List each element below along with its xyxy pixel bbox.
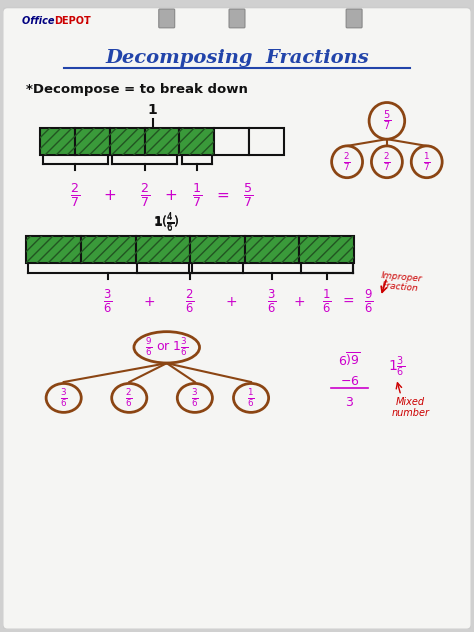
Bar xyxy=(136,236,190,263)
Text: $1\frac{3}{6}$: $1\frac{3}{6}$ xyxy=(388,355,405,379)
Bar xyxy=(180,128,214,155)
Bar xyxy=(300,236,354,263)
Text: $\mathbf{1}(\frac{4}{6})$: $\mathbf{1}(\frac{4}{6})$ xyxy=(154,212,180,234)
Text: =: = xyxy=(216,188,229,203)
Bar xyxy=(245,236,300,263)
Ellipse shape xyxy=(177,384,212,412)
Bar xyxy=(136,236,190,263)
Circle shape xyxy=(332,146,363,178)
FancyBboxPatch shape xyxy=(346,9,362,28)
Text: $\frac{2}{7}$: $\frac{2}{7}$ xyxy=(70,181,80,209)
Text: .: . xyxy=(85,16,89,27)
Bar xyxy=(75,128,110,155)
Text: Office: Office xyxy=(21,16,57,27)
Text: 1: 1 xyxy=(148,102,157,117)
Text: +: + xyxy=(225,295,237,308)
Text: Improper
Fraction: Improper Fraction xyxy=(380,270,422,294)
Text: +: + xyxy=(164,188,177,203)
Text: Decomposing  Fractions: Decomposing Fractions xyxy=(105,49,369,67)
Bar xyxy=(40,128,75,155)
Ellipse shape xyxy=(46,384,81,412)
Text: Mixed
number: Mixed number xyxy=(392,397,429,418)
Text: $\frac{2}{7}$: $\frac{2}{7}$ xyxy=(343,151,351,173)
Text: $\frac{1}{6}$: $\frac{1}{6}$ xyxy=(247,387,255,409)
Bar xyxy=(180,128,214,155)
Text: $\frac{5}{7}$: $\frac{5}{7}$ xyxy=(383,109,391,133)
Circle shape xyxy=(369,102,405,139)
Text: $6\overline{)9}$: $6\overline{)9}$ xyxy=(338,351,361,368)
Text: $\mathbf{1}$$(\frac{4}{6})$: $\mathbf{1}$$(\frac{4}{6})$ xyxy=(154,211,180,233)
Text: +: + xyxy=(103,188,116,203)
Text: $3$: $3$ xyxy=(345,396,354,410)
Text: $\frac{9}{6}$: $\frac{9}{6}$ xyxy=(364,288,374,315)
Bar xyxy=(190,236,245,263)
Bar xyxy=(81,236,136,263)
Bar xyxy=(75,128,110,155)
Text: $\frac{1}{6}$: $\frac{1}{6}$ xyxy=(322,288,331,315)
Ellipse shape xyxy=(134,332,200,363)
Text: $\frac{3}{6}$: $\frac{3}{6}$ xyxy=(267,288,277,315)
Bar xyxy=(110,128,145,155)
Text: DEPOT: DEPOT xyxy=(55,16,91,27)
Text: $\frac{5}{7}$: $\frac{5}{7}$ xyxy=(243,181,254,209)
Bar xyxy=(249,128,284,155)
Text: $\frac{3}{6}$: $\frac{3}{6}$ xyxy=(191,387,199,409)
Text: $\frac{9}{6}$ or $1\frac{3}{6}$: $\frac{9}{6}$ or $1\frac{3}{6}$ xyxy=(145,336,189,358)
Text: =: = xyxy=(342,295,354,308)
Text: $\frac{2}{6}$: $\frac{2}{6}$ xyxy=(185,288,195,315)
Text: $\frac{2}{6}$: $\frac{2}{6}$ xyxy=(126,387,133,409)
Text: $\frac{1}{7}$: $\frac{1}{7}$ xyxy=(423,151,430,173)
Bar xyxy=(214,128,249,155)
Bar xyxy=(40,128,75,155)
Bar xyxy=(81,236,136,263)
Text: +: + xyxy=(294,295,305,308)
Bar xyxy=(300,236,354,263)
Ellipse shape xyxy=(234,384,269,412)
Bar xyxy=(245,236,300,263)
Circle shape xyxy=(372,146,402,178)
Bar xyxy=(190,236,245,263)
Ellipse shape xyxy=(112,384,147,412)
Text: $\frac{3}{6}$: $\frac{3}{6}$ xyxy=(60,387,67,409)
FancyBboxPatch shape xyxy=(229,9,245,28)
Text: $\frac{1}{7}$: $\frac{1}{7}$ xyxy=(192,181,202,209)
FancyBboxPatch shape xyxy=(159,9,175,28)
Text: *Decompose = to break down: *Decompose = to break down xyxy=(26,83,248,96)
FancyBboxPatch shape xyxy=(3,8,471,629)
Text: $\frac{2}{7}$: $\frac{2}{7}$ xyxy=(383,151,391,173)
Bar xyxy=(145,128,180,155)
Circle shape xyxy=(411,146,442,178)
Text: $\frac{3}{6}$: $\frac{3}{6}$ xyxy=(103,288,113,315)
Bar xyxy=(26,236,81,263)
Bar xyxy=(26,236,81,263)
Text: $-6$: $-6$ xyxy=(340,375,359,387)
Bar xyxy=(145,128,180,155)
Text: $\frac{2}{7}$: $\frac{2}{7}$ xyxy=(140,181,150,209)
Text: +: + xyxy=(143,295,155,308)
Bar xyxy=(110,128,145,155)
